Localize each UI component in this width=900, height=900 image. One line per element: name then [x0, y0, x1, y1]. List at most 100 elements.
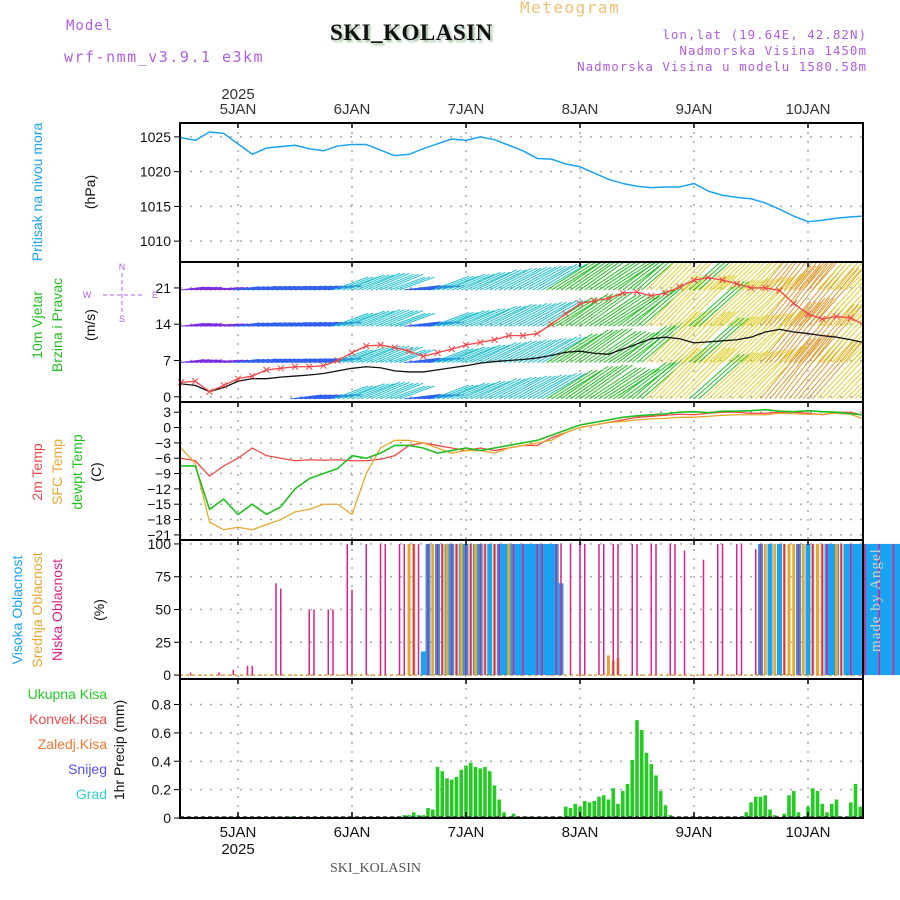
- wind-arrow: [413, 285, 450, 291]
- wind-arrow: [641, 262, 675, 291]
- wind-arrow: [475, 305, 517, 327]
- wind-arrow: [536, 336, 582, 363]
- precip-bar: [848, 802, 853, 818]
- wind-arrow: [693, 317, 745, 363]
- gust-marker: [619, 289, 627, 297]
- wind-arrow: [703, 315, 755, 363]
- ytick-label: 21: [155, 280, 171, 296]
- wind-arrow: [779, 262, 802, 291]
- wind-arrow: [271, 358, 301, 364]
- precip-bar: [853, 783, 858, 818]
- wind-arrow: [698, 281, 750, 327]
- wind-arrow: [242, 358, 270, 364]
- wind-arrow: [280, 285, 312, 291]
- cloud-high-bar: [501, 543, 507, 676]
- wind-arrow: [593, 367, 642, 400]
- wind-arrow: [584, 328, 633, 363]
- precip-bar: [430, 809, 435, 818]
- wind-arrow: [204, 287, 221, 291]
- wind-arrow: [674, 275, 727, 327]
- cloud-low-bar: [826, 543, 828, 676]
- wind-arrow: [889, 321, 900, 363]
- wind-arrow: [870, 353, 900, 398]
- wind-arrow: [465, 380, 506, 400]
- gust-marker: [362, 342, 370, 350]
- precip-unit: 1hr Precip (mm): [111, 700, 127, 800]
- wind-arrow: [247, 322, 277, 327]
- wind-arrow: [764, 265, 817, 327]
- cloud-mid-bar: [507, 543, 511, 676]
- wind-arrow: [256, 285, 287, 291]
- wind-arrow: [347, 346, 385, 363]
- wind-arrow: [755, 309, 807, 363]
- wind-arrow: [679, 262, 709, 291]
- wind-arrow: [494, 267, 537, 291]
- wind-arrow: [475, 341, 517, 363]
- wind-arrow: [631, 318, 683, 363]
- wind-arrow: [237, 286, 265, 291]
- cloud-low-bar: [740, 543, 743, 676]
- legend-total-rain: Ukupna Kisa: [28, 686, 108, 702]
- wind-arrow: [228, 359, 249, 364]
- wind-arrow: [565, 329, 614, 363]
- cloud-low-bar: [864, 543, 866, 676]
- gust-marker: [704, 274, 712, 281]
- cloud-low-bar: [275, 583, 277, 676]
- wind-arrow: [480, 341, 522, 363]
- wind-arrow: [769, 338, 821, 400]
- precip-bar: [635, 720, 639, 818]
- wind-arrow: [622, 362, 672, 400]
- wind-arrow: [347, 383, 385, 400]
- cloud-low-bar: [850, 543, 852, 676]
- cloud-unit: (%): [91, 599, 107, 621]
- cloud-high-bar: [805, 543, 811, 676]
- gust-marker: [419, 353, 427, 360]
- wind-arrow: [456, 382, 495, 400]
- ytick-label: 1020: [140, 164, 171, 180]
- wind-arrow: [650, 275, 703, 327]
- wind-arrow: [451, 346, 490, 363]
- wind-arrow: [442, 348, 479, 363]
- bottom-day-label: 10JAN: [785, 824, 830, 841]
- wind-arrow: [894, 321, 900, 363]
- wind-arrow: [484, 269, 527, 291]
- top-day-label: 8JAN: [562, 101, 599, 118]
- wind-arrow: [404, 285, 441, 291]
- wind-arrow: [290, 394, 323, 400]
- wind-arrow: [503, 375, 548, 400]
- cloud-high-bar: [525, 543, 531, 676]
- wind-arrow: [261, 285, 291, 291]
- wind-arrow: [731, 262, 762, 291]
- wind-arrow: [190, 286, 213, 291]
- wind-arrow: [252, 322, 282, 327]
- wind-arrow: [351, 346, 390, 363]
- gust-marker: [206, 388, 213, 395]
- model-elevation: Nadmorska Visina u modelu 1580.58m: [577, 59, 867, 74]
- precip-bar: [815, 791, 820, 818]
- wind-arrow: [247, 285, 277, 291]
- ytick-label: 75: [155, 569, 171, 585]
- wind-arrow: [812, 267, 863, 327]
- wind-arrow: [394, 385, 431, 400]
- cloud-high-bar: [767, 543, 773, 676]
- wind-arrow: [617, 262, 657, 291]
- wind-arrow: [603, 262, 648, 291]
- temp2m-label: 2m Temp: [29, 443, 45, 501]
- dewpt-label: dewpt Temp: [69, 434, 85, 509]
- wind-arrow: [185, 286, 210, 291]
- wind-arrow: [750, 345, 803, 400]
- wind-arrow: [764, 301, 817, 363]
- ytick-label: 0: [163, 389, 171, 405]
- gust-marker: [491, 336, 498, 344]
- cloud-low-bar: [251, 665, 253, 676]
- wind-arrow: [190, 359, 213, 364]
- precip-bar: [606, 799, 611, 818]
- wind-arrow: [541, 263, 587, 291]
- wind-arrow: [342, 385, 378, 400]
- cloud-low-bar: [379, 543, 382, 676]
- bottom-day-label: 8JAN: [562, 824, 599, 841]
- gust-marker: [690, 276, 698, 284]
- wind-arrow: [722, 314, 774, 363]
- wind-arrow: [631, 355, 683, 400]
- wind-arrow: [233, 286, 260, 291]
